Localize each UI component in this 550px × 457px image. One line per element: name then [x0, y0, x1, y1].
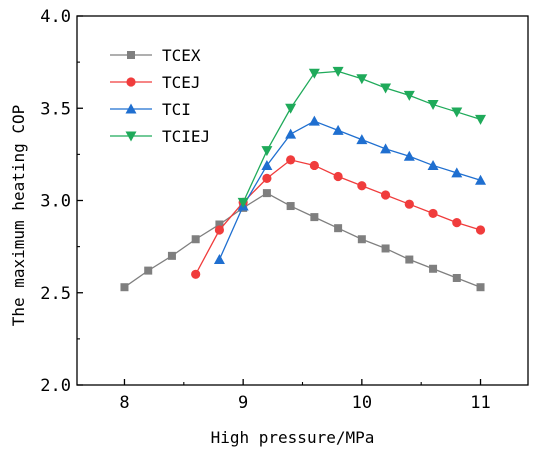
legend-marker-tciej: [125, 131, 137, 142]
plot-frame: [76, 15, 529, 386]
ticks-layer: 8 9 10 11 2.0 2.5 3.0 3.5 4.0: [40, 7, 490, 413]
x-axis-title: High pressure/MPa: [211, 428, 375, 447]
data-point-tcej: [214, 225, 225, 235]
y-tick-label: 3.5: [40, 99, 71, 119]
data-point-tcej: [286, 155, 296, 165]
legend-label-tciej: TCIEJ: [162, 127, 210, 146]
legend-marker-tcex: [127, 51, 135, 59]
data-point-tcex: [120, 283, 129, 292]
x-tick-label: 8: [119, 393, 129, 413]
data-point-tci: [403, 150, 415, 161]
data-point-tcej: [428, 208, 438, 219]
series-tciej: [237, 66, 487, 208]
data-point-tcex: [262, 189, 271, 198]
series-layer: [120, 66, 487, 292]
data-point-tciej: [356, 74, 368, 85]
data-point-tciej: [237, 197, 249, 208]
data-point-tcex: [144, 266, 153, 275]
data-point-tcex: [381, 244, 390, 253]
legend-entry-tciej: TCIEJ: [110, 127, 210, 146]
data-point-tcex: [310, 213, 319, 222]
data-point-tcex: [429, 264, 438, 273]
y-tick-label: 2.0: [40, 376, 71, 396]
data-point-tciej: [285, 103, 297, 114]
legend-entry-tci: TCI: [110, 100, 191, 119]
data-point-tciej: [308, 68, 320, 79]
data-point-tcej: [333, 171, 343, 182]
legend-entry-tcej: TCEJ: [110, 73, 201, 92]
data-point-tciej: [332, 66, 344, 77]
y-tick-label: 3.0: [40, 192, 71, 212]
data-point-tciej: [403, 90, 415, 101]
data-point-tcex: [286, 202, 295, 211]
y-axis-title: The maximum heating COP: [9, 105, 28, 327]
data-point-tciej: [475, 114, 487, 125]
data-point-tciej: [427, 100, 439, 111]
data-point-tci: [213, 254, 225, 265]
legend: TCEX TCEJ TCI TCIEJ: [110, 46, 210, 146]
data-point-tcex: [357, 235, 366, 244]
data-point-tci: [451, 167, 463, 178]
legend-marker-tci: [125, 103, 137, 114]
data-point-tci: [285, 128, 297, 139]
data-point-tcej: [357, 181, 367, 191]
data-point-tcej: [404, 199, 414, 209]
data-point-tcex: [476, 283, 485, 292]
data-point-tci: [356, 134, 368, 145]
data-point-tcej: [380, 190, 391, 200]
data-point-tci: [332, 124, 344, 135]
data-point-tcej: [262, 173, 272, 183]
x-tick-label: 9: [238, 393, 248, 413]
legend-label-tcej: TCEJ: [162, 73, 201, 92]
data-point-tcej: [452, 218, 462, 228]
data-point-tciej: [261, 146, 273, 157]
legend-label-tci: TCI: [162, 100, 191, 119]
legend-marker-tcej: [126, 77, 136, 87]
data-point-tci: [427, 159, 439, 170]
x-tick-label: 10: [352, 393, 372, 413]
series-tci: [213, 115, 487, 265]
x-tick-label: 11: [470, 393, 490, 413]
data-point-tcej: [191, 269, 201, 279]
data-point-tci: [475, 174, 487, 185]
data-point-tcex: [452, 273, 461, 282]
legend-entry-tcex: TCEX: [110, 46, 201, 65]
data-point-tcex: [215, 220, 224, 229]
plot-area: [76, 15, 529, 386]
data-point-tci: [308, 115, 320, 126]
y-tick-label: 4.0: [40, 7, 71, 27]
data-point-tciej: [451, 107, 463, 118]
series-line-tci: [218, 120, 481, 260]
data-point-tcex: [167, 251, 176, 260]
legend-label-tcex: TCEX: [162, 46, 201, 65]
data-point-tci: [380, 143, 392, 154]
data-point-tcej: [475, 225, 486, 235]
data-point-tcej: [309, 160, 319, 171]
y-tick-label: 2.5: [40, 284, 71, 304]
data-point-tcex: [334, 224, 343, 233]
data-point-tcex: [405, 255, 414, 264]
series-tcej: [191, 155, 486, 279]
series-tcex: [120, 189, 485, 292]
series-line-tcex: [124, 192, 481, 288]
data-point-tcex: [191, 235, 200, 244]
data-point-tci: [261, 159, 273, 170]
data-point-tciej: [380, 83, 392, 94]
